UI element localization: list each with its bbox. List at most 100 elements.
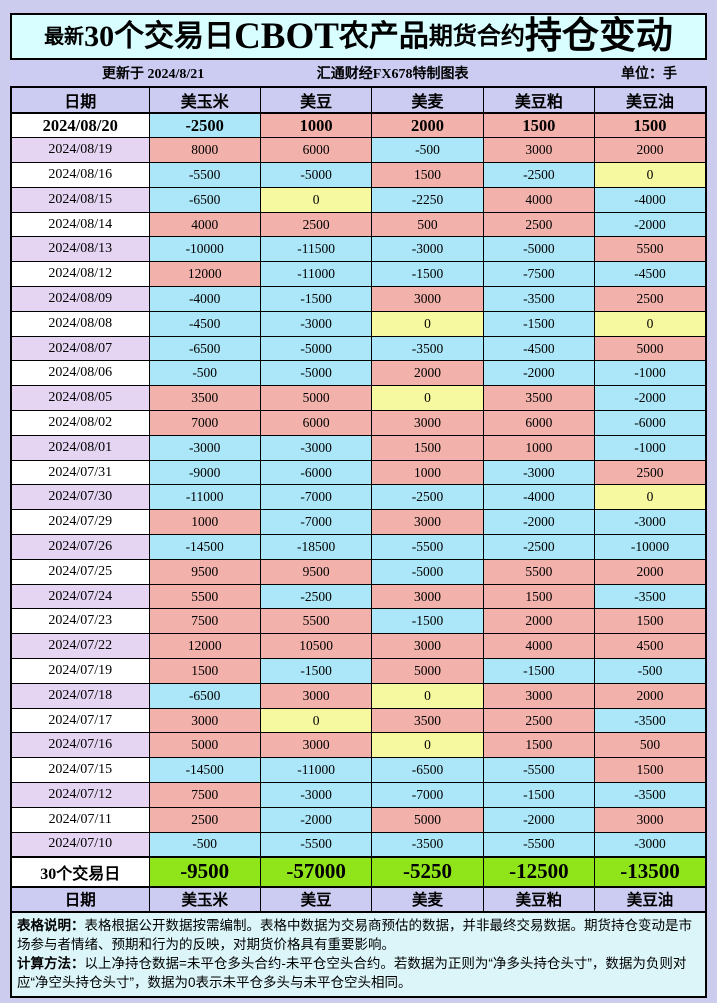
table-row: 2024/08/19 8000 6000 -500 3000 2000 [10, 137, 707, 164]
date-cell: 2024/08/16 [10, 162, 150, 188]
value-cell: -4000 [482, 484, 596, 511]
value-cell: 0 [371, 385, 484, 412]
value-cell: -5500 [482, 757, 596, 784]
value-cell: 3000 [259, 732, 373, 759]
value-cell: -14500 [148, 534, 261, 560]
value-cell: 0 [259, 707, 373, 734]
value-cell: -2500 [148, 112, 261, 139]
table-row: 2024/07/23 7500 5500 -1500 2000 1500 [10, 608, 707, 635]
value-cell: 5000 [371, 658, 484, 684]
value-cell: 2500 [148, 806, 261, 833]
value-cell: 4000 [482, 186, 596, 213]
date-cell: 2024/08/07 [10, 335, 150, 362]
value-cell: 6000 [259, 137, 373, 164]
table-row: 2024/07/17 3000 0 3500 2500 -3500 [10, 707, 707, 734]
value-cell: 2500 [259, 211, 373, 238]
value-cell: 2500 [482, 211, 596, 238]
value-cell: -5500 [148, 162, 261, 188]
date-cell: 2024/08/05 [10, 385, 150, 412]
value-cell: -2500 [371, 484, 484, 511]
value-cell: 1500 [482, 112, 596, 139]
date-cell: 2024/08/13 [10, 236, 150, 263]
value-cell: -3000 [148, 434, 261, 461]
date-cell: 2024/07/26 [10, 534, 150, 560]
column-header-soybean: 美豆 [259, 86, 373, 114]
date-cell: 2024/07/29 [10, 509, 150, 536]
value-cell: -4000 [594, 186, 707, 213]
value-cell: -500 [148, 831, 261, 858]
table-row: 2024/08/07 -6500 -5000 -3500 -4500 5000 [10, 335, 707, 362]
value-cell: 7000 [148, 410, 261, 436]
value-cell: 3000 [371, 583, 484, 610]
value-cell: -3000 [594, 509, 707, 536]
date-cell: 2024/08/02 [10, 410, 150, 436]
value-cell: 5500 [148, 583, 261, 610]
value-cell: 1500 [371, 162, 484, 188]
summary-row: 30个交易日 -9500 -57000 -5250 -12500 -13500 [10, 855, 707, 888]
value-cell: -7000 [259, 509, 373, 536]
date-cell: 2024/07/25 [10, 558, 150, 585]
date-cell: 2024/07/31 [10, 459, 150, 486]
page-title-part: 最新 [44, 25, 85, 48]
value-cell: 6000 [259, 410, 373, 436]
value-cell: 0 [259, 186, 373, 213]
value-cell: -5500 [371, 534, 484, 560]
value-cell: 5500 [259, 608, 373, 635]
value-cell: 3000 [371, 410, 484, 436]
value-cell: 2000 [594, 558, 707, 585]
date-cell: 2024/08/08 [10, 310, 150, 337]
date-cell: 2024/07/15 [10, 757, 150, 784]
value-cell: 5000 [259, 385, 373, 412]
note-label: 计算方法： [17, 955, 85, 971]
notes-box: 表格说明：表格根据公开数据按需编制。表格中数据为交易商预估的数据，并非最终交易数… [10, 912, 707, 998]
date-cell: 2024/07/23 [10, 608, 150, 635]
table-row: 2024/07/31 -9000 -6000 1000 -3000 2500 [10, 459, 707, 486]
table-row: 2024/07/10 -500 -5500 -3500 -5500 -3000 [10, 831, 707, 858]
value-cell: 1500 [594, 608, 707, 635]
value-cell: -6000 [594, 410, 707, 436]
date-cell: 2024/08/06 [10, 360, 150, 387]
value-cell: -3500 [482, 286, 596, 312]
column-header-date: 日期 [10, 86, 150, 114]
value-cell: -11000 [259, 757, 373, 784]
value-cell: -6000 [259, 459, 373, 486]
note-table-description: 表格说明：表格根据公开数据按需编制。表格中数据为交易商预估的数据，并非最终交易数… [17, 916, 700, 954]
value-cell: 4000 [482, 633, 596, 660]
value-cell: 1500 [594, 112, 707, 139]
note-text: 表格根据公开数据按需编制。表格中数据为交易商预估的数据，并非最终交易数据。期货持… [17, 917, 692, 952]
value-cell: -2500 [482, 534, 596, 560]
value-cell: -10000 [148, 236, 261, 263]
value-cell: -3500 [594, 782, 707, 808]
value-cell: -7000 [371, 782, 484, 808]
value-cell: -2500 [259, 583, 373, 610]
update-date: 更新于 2024/8/21 [102, 67, 205, 82]
value-cell: -2000 [594, 385, 707, 412]
value-cell: 3000 [371, 286, 484, 312]
summary-value: -9500 [148, 855, 261, 888]
value-cell: 10500 [259, 633, 373, 660]
value-cell: 1500 [594, 757, 707, 784]
value-cell: 2000 [594, 682, 707, 709]
value-cell: 3000 [482, 682, 596, 709]
value-cell: -1500 [259, 658, 373, 684]
table-row: 2024/07/30 -11000 -7000 -2500 -4000 0 [10, 484, 707, 511]
value-cell: -5500 [259, 831, 373, 858]
value-cell: -5000 [259, 162, 373, 188]
value-cell: -5000 [371, 558, 484, 585]
value-cell: 0 [594, 310, 707, 337]
title-box: 最新 30个交易日 CBOT 农产品 期货合约 持仓变动 [10, 13, 707, 60]
value-cell: -1500 [482, 310, 596, 337]
source-label: 汇通财经FX678特制图表 [316, 67, 469, 82]
value-cell: 1000 [148, 509, 261, 536]
footer-header-soybean-meal: 美豆粕 [482, 886, 596, 913]
value-cell: -3500 [594, 707, 707, 734]
value-cell: -3000 [259, 310, 373, 337]
value-cell: -14500 [148, 757, 261, 784]
footer-header-wheat: 美麦 [371, 886, 484, 913]
date-cell: 2024/07/24 [10, 583, 150, 610]
value-cell: 1500 [148, 658, 261, 684]
value-cell: -3000 [259, 782, 373, 808]
value-cell: 1500 [482, 583, 596, 610]
note-label: 表格说明： [17, 917, 85, 933]
